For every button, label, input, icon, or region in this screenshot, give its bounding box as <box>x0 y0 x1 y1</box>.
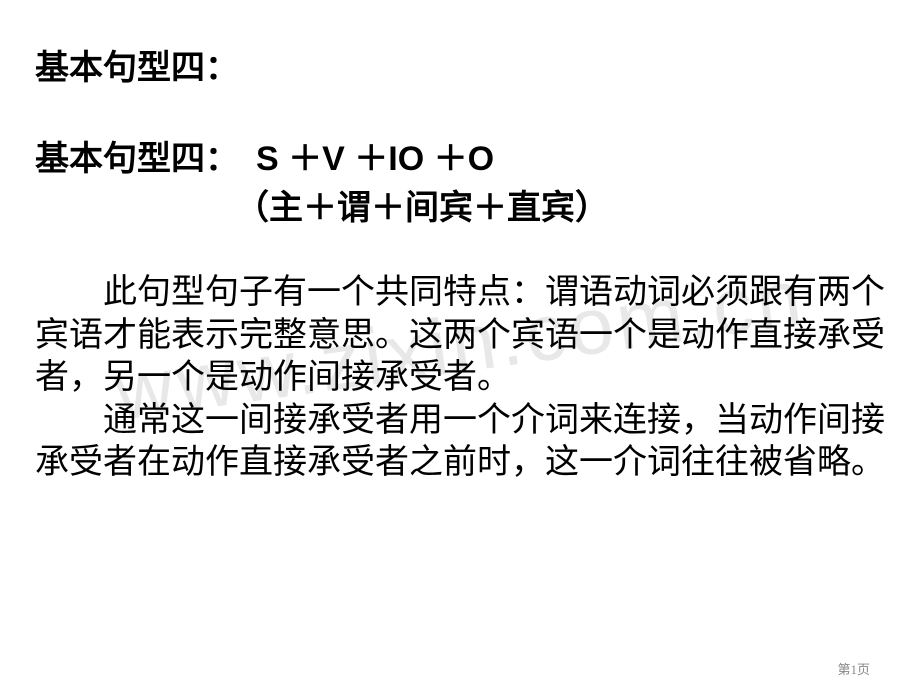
paragraph-2: 通常这一间接承受者用一个介词来连接，当动作间接承受者在动作直接承受者之前时，这一… <box>35 399 885 484</box>
slide-title: 基本句型四： <box>35 40 885 89</box>
paragraph-1: 此句型句子有一个共同特点：谓语动词必须跟有两个宾语才能表示完整意思。这两个宾语一… <box>35 271 885 399</box>
page-number: 第1页 <box>837 659 870 678</box>
paragraph-2-first-line: 通常这一间接承受者用一个介词来连接，当 <box>103 401 749 439</box>
subtitle-translation: （主＋谓＋间宾＋直宾） <box>35 180 885 229</box>
paragraph-1-first-line: 此句型句子有一个共同特点：谓语动词必须 <box>103 273 749 311</box>
subtitle-formula: 基本句型四： S ＋V ＋IO ＋O <box>35 131 885 180</box>
slide-content: 基本句型四： 基本句型四： S ＋V ＋IO ＋O （主＋谓＋间宾＋直宾） 此句… <box>0 0 920 484</box>
